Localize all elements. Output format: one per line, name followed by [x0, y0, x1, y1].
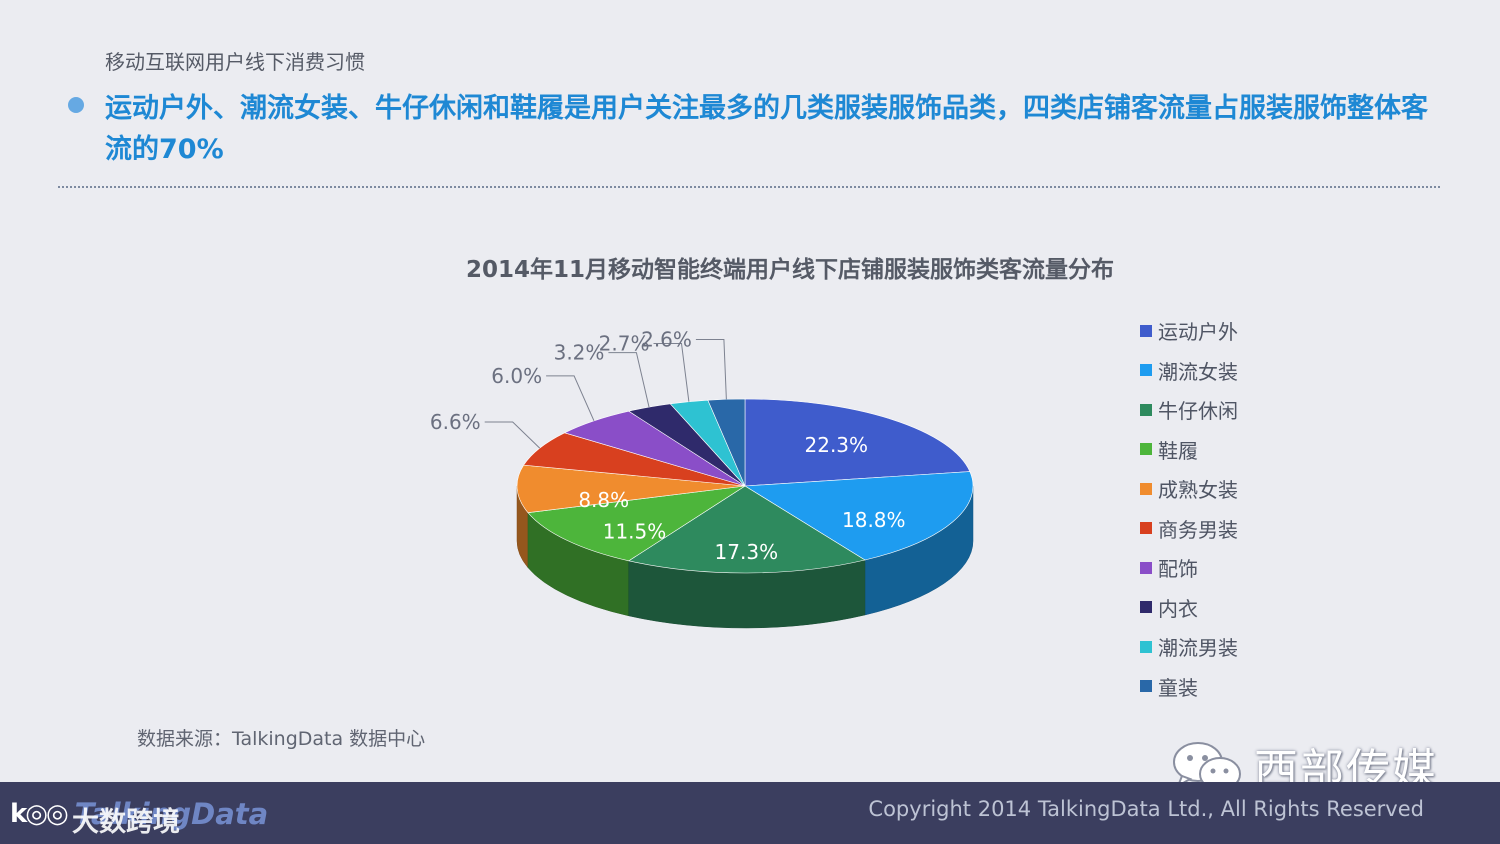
legend-swatch — [1140, 482, 1152, 495]
leader-line-9 — [695, 338, 727, 400]
pie-slice-童装 — [707, 398, 746, 487]
data-label-3: 11.5% — [603, 520, 667, 544]
data-source: 数据来源：TalkingData 数据中心 — [137, 728, 426, 750]
pie-slice-牛仔休闲 — [627, 485, 866, 574]
data-label-6: 6.0% — [491, 364, 542, 388]
legend-item-1: 潮流女装 — [1140, 351, 1238, 391]
legend-label: 潮流男装 — [1158, 636, 1238, 661]
legend-label: 童装 — [1158, 675, 1198, 700]
legend-swatch — [1140, 443, 1152, 456]
legend-label: 运动户外 — [1158, 320, 1238, 345]
pie-slice-鞋履 — [527, 485, 746, 562]
headline: 运动户外、潮流女装、牛仔休闲和鞋履是用户关注最多的几类服装服饰品类，四类店铺客流… — [105, 93, 1428, 165]
legend-item-2: 牛仔休闲 — [1140, 390, 1238, 430]
data-label-9: 2.6% — [641, 327, 692, 351]
data-label-7: 3.2% — [554, 341, 605, 365]
leader-line-6 — [546, 375, 595, 422]
footer-bar: k◎◎ TalkingData 大数跨境 Copyright 2014 Talk… — [0, 782, 1500, 844]
legend-item-9: 童装 — [1140, 667, 1238, 707]
copyright: Copyright 2014 TalkingData Ltd., All Rig… — [868, 797, 1424, 821]
legend-item-4: 成熟女装 — [1140, 469, 1238, 509]
footer-logo: k◎◎ TalkingData 大数跨境 — [10, 794, 269, 838]
pie-slice-运动户外 — [744, 398, 971, 487]
legend-label: 配饰 — [1158, 557, 1198, 582]
data-label-2: 17.3% — [715, 540, 779, 564]
dotted-divider — [58, 186, 1440, 188]
legend-item-5: 商务男装 — [1140, 509, 1238, 549]
logo-brand: TalkingData — [74, 797, 269, 831]
legend-label: 商务男装 — [1158, 517, 1238, 542]
leader-line-5 — [484, 421, 541, 449]
legend-label: 鞋履 — [1158, 438, 1198, 463]
legend-swatch — [1140, 561, 1152, 574]
leader-line-7 — [608, 352, 650, 408]
legend-swatch — [1140, 324, 1152, 337]
data-label-1: 18.8% — [842, 508, 906, 532]
legend-label: 内衣 — [1158, 596, 1198, 621]
legend-item-3: 鞋履 — [1140, 430, 1238, 470]
data-label-8: 2.7% — [599, 332, 650, 356]
data-label-5: 6.6% — [430, 410, 481, 434]
legend-label: 成熟女装 — [1158, 478, 1238, 503]
chart-title: 2014年11月移动智能终端用户线下店铺服装服饰类客流量分布 — [465, 257, 1115, 283]
section-title: 移动互联网用户线下消费习惯 — [105, 50, 365, 74]
pie-slice-潮流女装 — [744, 471, 974, 561]
legend-item-0: 运动户外 — [1140, 311, 1238, 351]
legend-swatch — [1140, 640, 1152, 653]
legend-label: 潮流女装 — [1158, 359, 1238, 384]
data-label-4: 8.8% — [578, 488, 629, 512]
legend-item-7: 内衣 — [1140, 588, 1238, 628]
legend-item-8: 潮流男装 — [1140, 627, 1238, 667]
legend-swatch — [1140, 364, 1152, 377]
data-label-0: 22.3% — [805, 433, 869, 457]
logo-brand-cn: 大数跨境 — [72, 807, 180, 838]
legend-swatch — [1140, 601, 1152, 614]
pie-slice-成熟女装 — [516, 464, 746, 513]
leader-line-8 — [653, 343, 690, 402]
legend-swatch — [1140, 522, 1152, 535]
legend-swatch — [1140, 403, 1152, 416]
chart-legend: 运动户外潮流女装牛仔休闲鞋履成熟女装商务男装配饰内衣潮流男装童装 — [1140, 311, 1238, 706]
legend-label: 牛仔休闲 — [1158, 399, 1238, 424]
bullet-dot — [68, 97, 84, 113]
logo-mark-icon: k◎◎ — [10, 799, 69, 829]
legend-item-6: 配饰 — [1140, 548, 1238, 588]
legend-swatch — [1140, 680, 1152, 693]
